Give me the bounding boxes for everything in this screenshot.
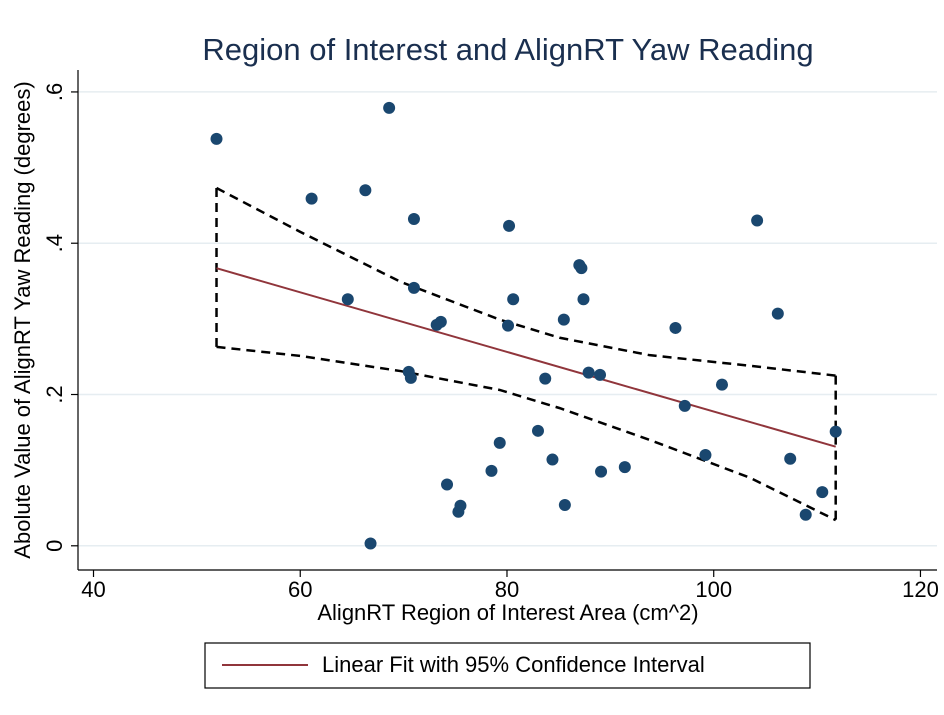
fit-line: [216, 267, 836, 448]
point: [539, 372, 552, 385]
point: [493, 436, 506, 449]
x-tick-label: 40: [81, 577, 105, 602]
point: [210, 132, 223, 145]
ci-lower: [216, 345, 837, 522]
point: [359, 184, 372, 197]
point: [502, 319, 515, 332]
y-tick-label: .4: [42, 234, 67, 252]
y-tick-label: 0: [42, 540, 67, 552]
x-tick-label: 80: [495, 577, 519, 602]
legend-label: Linear Fit with 95% Confidence Interval: [322, 652, 705, 677]
point: [715, 378, 728, 391]
y-tick-label: .2: [42, 385, 67, 403]
point: [503, 219, 516, 232]
point: [531, 424, 544, 437]
point: [594, 368, 607, 381]
point: [452, 505, 465, 518]
point: [829, 425, 842, 438]
x-axis-label: AlignRT Region of Interest Area (cm^2): [317, 600, 698, 625]
point: [799, 508, 812, 521]
point: [383, 101, 396, 114]
point: [678, 399, 691, 412]
y-axis-label: Abolute Value of AlignRT Yaw Reading (de…: [10, 81, 35, 558]
x-tick-label: 100: [695, 577, 732, 602]
point: [784, 452, 797, 465]
point: [404, 371, 417, 384]
point: [751, 214, 764, 227]
point: [771, 307, 784, 320]
point: [305, 192, 318, 205]
point: [485, 464, 498, 477]
point: [582, 366, 595, 379]
point: [407, 281, 420, 294]
point: [507, 293, 520, 306]
point: [575, 262, 588, 275]
point: [669, 321, 682, 334]
point: [699, 449, 712, 462]
x-tick-label: 60: [288, 577, 312, 602]
point: [364, 537, 377, 550]
chart-title: Region of Interest and AlignRT Yaw Readi…: [202, 32, 813, 67]
y-tick-label: .6: [42, 83, 67, 101]
x-tick-label: 120: [902, 577, 939, 602]
point: [434, 315, 447, 328]
point: [441, 478, 454, 491]
point: [558, 498, 571, 511]
point: [577, 293, 590, 306]
point: [557, 313, 570, 326]
ci-upper: [215, 186, 836, 377]
point: [618, 461, 631, 474]
point: [546, 453, 559, 466]
point: [341, 293, 354, 306]
point: [407, 213, 420, 226]
point: [816, 486, 829, 499]
point: [595, 465, 608, 478]
